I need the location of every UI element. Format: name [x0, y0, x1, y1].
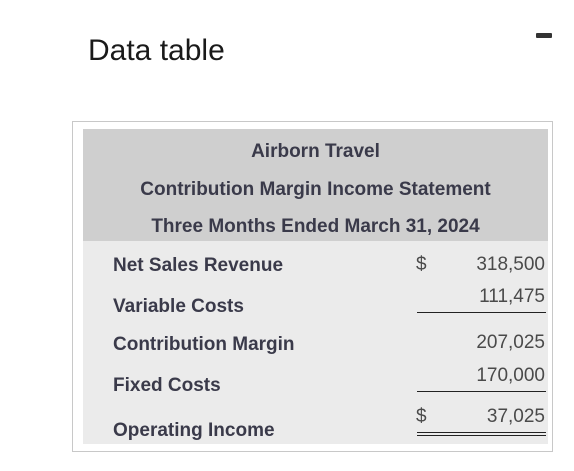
- row-amount-fixed-costs: 170,000: [476, 365, 545, 386]
- company-name: Airborn Travel: [251, 141, 380, 162]
- row-label-net-sales-revenue: Net Sales Revenue: [113, 255, 284, 276]
- row-amount-net-sales-revenue: 318,500: [476, 254, 545, 275]
- data-table-panel: Airborn Travel Contribution Margin Incom…: [72, 121, 553, 452]
- row-currency-net-sales-revenue: $: [416, 254, 427, 275]
- statement-header: Airborn Travel Contribution Margin Incom…: [83, 129, 548, 241]
- row-label-operating-income: Operating Income: [113, 420, 275, 441]
- subtotal-rule: [417, 312, 546, 313]
- statement-name: Contribution Margin Income Statement: [140, 179, 491, 200]
- minimize-icon[interactable]: [536, 33, 552, 38]
- dialog-title: Data table: [88, 34, 225, 67]
- row-currency-operating-income: $: [416, 406, 427, 427]
- row-label-variable-costs: Variable Costs: [113, 296, 244, 317]
- subtotal-rule: [417, 391, 546, 392]
- statement-period: Three Months Ended March 31, 2024: [151, 216, 480, 237]
- total-double-rule-top: [417, 432, 546, 433]
- total-double-rule-bottom: [417, 435, 546, 436]
- row-amount-contribution-margin: 207,025: [476, 332, 545, 353]
- income-statement-table: Airborn Travel Contribution Margin Incom…: [83, 129, 548, 444]
- row-label-fixed-costs: Fixed Costs: [113, 375, 221, 396]
- row-amount-operating-income: 37,025: [486, 406, 545, 427]
- row-label-contribution-margin: Contribution Margin: [113, 334, 295, 355]
- row-amount-variable-costs: 111,475: [479, 286, 545, 307]
